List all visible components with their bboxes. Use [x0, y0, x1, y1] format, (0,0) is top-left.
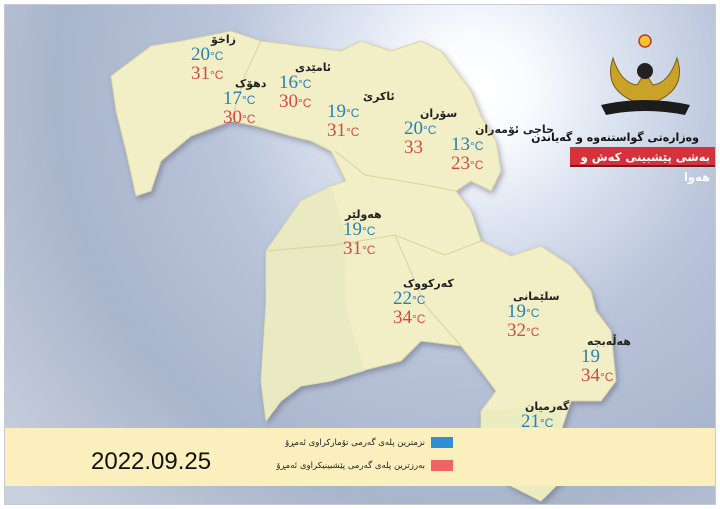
city-name: زاخۆ: [211, 33, 236, 46]
city-name: هەڵەبجە: [587, 335, 631, 348]
city-label: هەڵەبجە 19 34°C: [581, 335, 631, 386]
legend-bar: 2022.09.25 نزمترین پلەی گەرمی تۆمارکراوی…: [5, 428, 715, 486]
city-name: هەولێر: [345, 208, 382, 221]
city-label: ئاکرێ 19°C 31°C: [327, 90, 395, 141]
weather-map-frame: وەزارەتی گواستنەوە و گەیاندن بەشی پێشبین…: [4, 4, 716, 505]
unit: °C: [298, 77, 312, 91]
unit: °C: [242, 93, 256, 107]
low-value: 20: [191, 44, 210, 65]
low-temperature: 19°C: [327, 101, 395, 122]
city-label: زاخۆ 20°C 31°C: [191, 33, 236, 84]
low-temperature: 17°C: [223, 88, 266, 109]
high-temperature: 31°C: [191, 63, 236, 84]
unit: °C: [242, 112, 256, 126]
unit: °C: [362, 243, 376, 257]
high-temperature: 34°C: [581, 365, 631, 386]
high-temperature: 30°C: [223, 107, 266, 128]
low-value: 20: [404, 118, 423, 139]
low-temperature: 13°C: [451, 134, 554, 155]
ministry-name: وەزارەتی گواستنەوە و گەیاندن: [531, 131, 699, 144]
city-name: سۆران: [420, 107, 458, 120]
city-label: دهۆک 17°C 30°C: [223, 77, 266, 128]
low-value: 19: [581, 346, 600, 367]
unit: °C: [526, 306, 540, 320]
high-value: 31: [191, 63, 210, 84]
krg-emblem-logo: [601, 34, 690, 115]
high-temperature: 31°C: [327, 120, 395, 141]
low-value: 21: [521, 411, 540, 432]
high-temperature: 32°C: [507, 320, 560, 341]
unit: °C: [362, 224, 376, 238]
city-name: ئاکرێ: [363, 90, 395, 103]
forecast-date: 2022.09.25: [91, 448, 212, 475]
district-border: [230, 40, 262, 122]
low-temperature: 21°C: [521, 411, 569, 432]
high-temperature: 33: [404, 137, 457, 158]
city-label: سۆران 20°C 33: [404, 107, 457, 158]
department-banner: بەشی پێشبینی کەش و هەوا: [570, 147, 715, 184]
high-value: 23: [451, 153, 470, 174]
low-value: 19: [507, 301, 526, 322]
legend-swatch-blue: [431, 437, 453, 448]
city-name: حاجی ئۆمەران: [475, 123, 554, 136]
legend-swatch-red: [431, 460, 453, 471]
high-value: 32: [507, 320, 526, 341]
low-temperature: 16°C: [279, 72, 331, 93]
low-value: 22: [393, 288, 412, 309]
unit: °C: [540, 416, 554, 430]
unit: °C: [470, 139, 484, 153]
high-temperature: 34°C: [393, 307, 454, 328]
low-temperature: 20°C: [191, 44, 236, 65]
unit: °C: [412, 312, 426, 326]
low-value: 13: [451, 134, 470, 155]
high-value: 31: [327, 120, 346, 141]
low-temperature: 19: [581, 346, 631, 367]
high-value: 31: [343, 238, 362, 259]
city-name: سلێمانی: [513, 290, 560, 303]
legend-item-low: نزمترین پلەی گەرمی تۆمارکراوی ئەمڕۆ: [285, 437, 453, 448]
high-value: 33: [404, 137, 423, 158]
low-temperature: 22°C: [393, 288, 454, 309]
unit: °C: [526, 325, 540, 339]
city-label: حاجی ئۆمەران 13°C 23°C: [451, 123, 554, 174]
high-temperature: 31°C: [343, 238, 382, 259]
district-border: [394, 234, 462, 347]
city-name: کەرکووک: [403, 277, 454, 290]
district-border: [334, 150, 457, 192]
city-label: کەرکووک 22°C 34°C: [393, 277, 454, 328]
unit: °C: [210, 68, 224, 82]
city-name: ئامێدی: [295, 61, 331, 74]
low-value: 17: [223, 88, 242, 109]
high-temperature: 23°C: [451, 153, 554, 174]
unit: °C: [600, 370, 614, 384]
unit: °C: [412, 293, 426, 307]
unit: °C: [346, 106, 360, 120]
legend-item-high: بەرزترین پلەی گەرمی پێشبینیکراوی ئەمڕۆ: [276, 460, 453, 471]
low-temperature: 20°C: [404, 118, 457, 139]
low-temperature: 19°C: [343, 219, 382, 240]
high-value: 34: [581, 365, 600, 386]
legend-label: بەرزترین پلەی گەرمی پێشبینیکراوی ئەمڕۆ: [276, 460, 425, 471]
city-label: هەولێر 19°C 31°C: [343, 208, 382, 259]
unit: °C: [346, 125, 360, 139]
low-temperature: 19°C: [507, 301, 560, 322]
low-value: 16: [279, 72, 298, 93]
city-label: ئامێدی 16°C 30°C: [279, 61, 331, 112]
high-value: 30: [279, 91, 298, 112]
unit: °C: [298, 96, 312, 110]
unit: °C: [210, 49, 224, 63]
unit: °C: [423, 123, 437, 137]
high-value: 30: [223, 107, 242, 128]
city-name: دهۆک: [235, 77, 267, 90]
high-value: 34: [393, 307, 412, 328]
high-temperature: 30°C: [279, 91, 331, 112]
city-name: گەرمیان: [525, 400, 570, 413]
legend-label: نزمترین پلەی گەرمی تۆمارکراوی ئەمڕۆ: [285, 437, 425, 448]
unit: °C: [470, 158, 484, 172]
low-value: 19: [327, 101, 346, 122]
low-value: 19: [343, 219, 362, 240]
city-label: سلێمانی 19°C 32°C: [507, 290, 560, 341]
